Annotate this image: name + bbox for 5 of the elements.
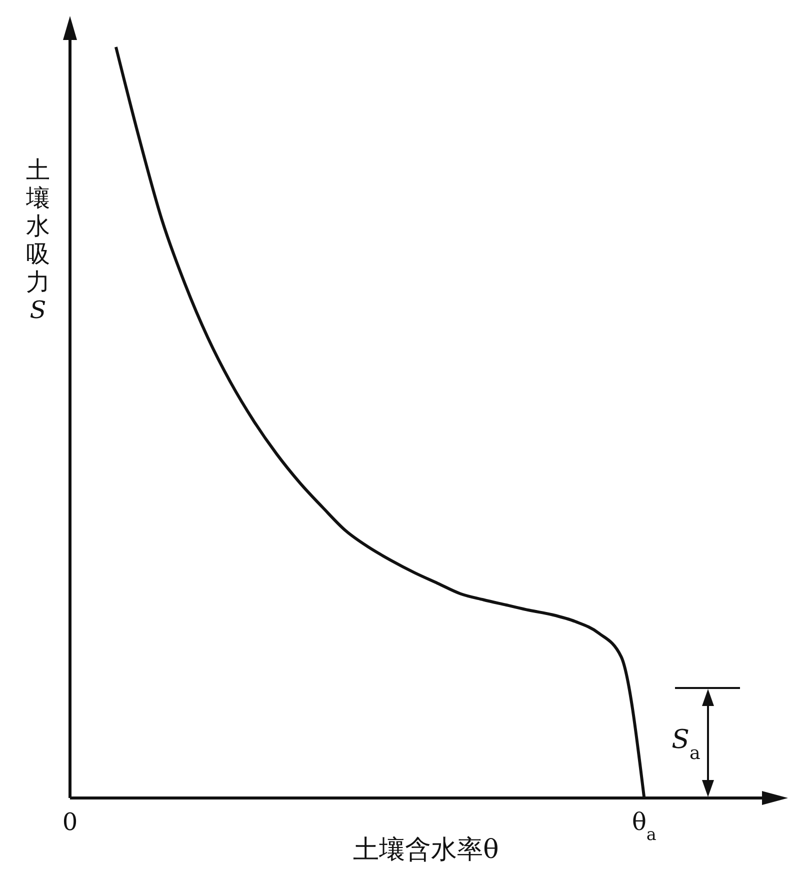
y-axis-title: 土壤水吸力S (25, 156, 50, 324)
x-tick-label: θ$_{a}$ (632, 808, 656, 844)
x-axis-title: 土壤含水率θ (353, 835, 499, 865)
annotation: S$_{a}$ (672, 725, 700, 764)
x-tick-label: 0 (62, 808, 78, 836)
